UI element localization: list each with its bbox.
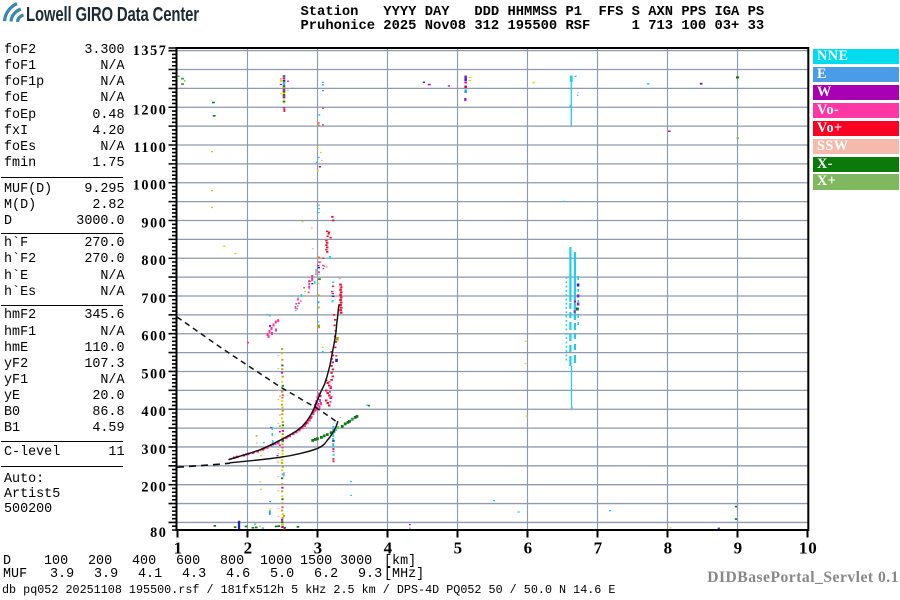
svg-text:1: 1 [174, 539, 183, 558]
svg-text:900: 900 [141, 216, 167, 232]
svg-text:1000: 1000 [133, 178, 168, 194]
svg-text:1357: 1357 [133, 43, 168, 59]
svg-text:200: 200 [141, 480, 167, 496]
svg-text:8: 8 [664, 539, 673, 558]
svg-text:800: 800 [141, 253, 167, 269]
svg-text:3: 3 [314, 539, 323, 558]
svg-text:80: 80 [150, 525, 167, 541]
svg-text:1100: 1100 [134, 140, 168, 156]
svg-text:600: 600 [141, 329, 167, 345]
svg-text:4: 4 [384, 539, 393, 558]
svg-text:400: 400 [141, 404, 167, 420]
svg-text:700: 700 [141, 291, 167, 307]
svg-text:9: 9 [734, 539, 743, 558]
svg-text:5: 5 [454, 539, 463, 558]
svg-text:500: 500 [141, 367, 167, 383]
svg-text:7: 7 [594, 539, 603, 558]
svg-text:300: 300 [141, 442, 167, 458]
svg-text:1200: 1200 [133, 102, 168, 118]
svg-text:10: 10 [799, 539, 818, 558]
svg-text:2: 2 [244, 539, 253, 558]
svg-text:6: 6 [524, 539, 533, 558]
